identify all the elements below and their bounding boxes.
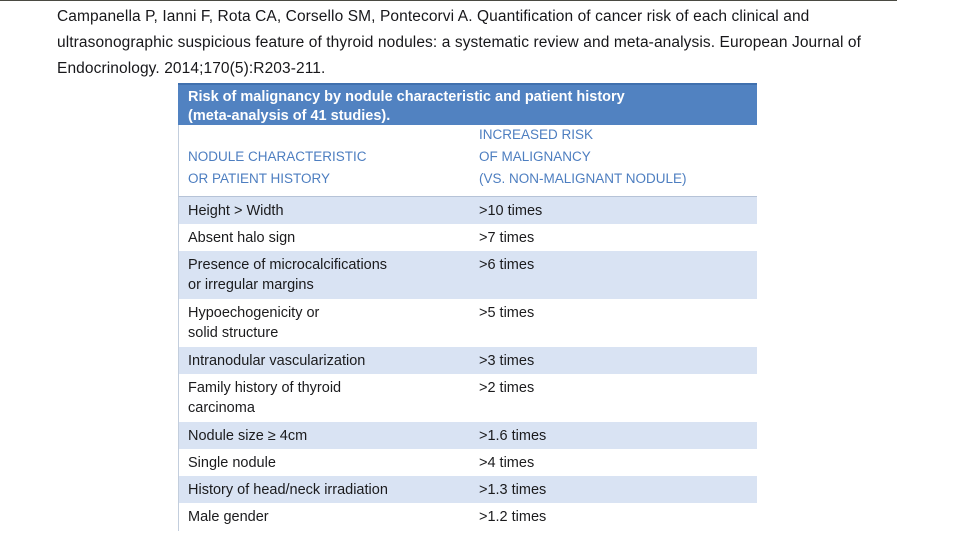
table-row: History of head/neck irradiation >1.3 ti… xyxy=(179,476,757,503)
risk-cell: >2 times xyxy=(479,380,535,396)
citation: Campanella P, Ianni F, Rota CA, Corsello… xyxy=(57,4,907,82)
risk-cell: >10 times xyxy=(479,203,543,219)
risk-cell: >4 times xyxy=(479,455,535,471)
column-header-characteristic: NODULE CHARACTERISTIC OR PATIENT HISTORY xyxy=(188,149,367,186)
risk-cell: >1.2 times xyxy=(479,509,547,525)
characteristic-cell: Absent halo sign xyxy=(188,230,296,246)
characteristic-cell: Height > Width xyxy=(188,203,284,219)
table-row: Single nodule >4 times xyxy=(179,449,757,476)
top-divider xyxy=(0,0,897,1)
risk-cell: >6 times xyxy=(479,257,535,273)
table-column-headers: NODULE CHARACTERISTIC OR PATIENT HISTORY… xyxy=(178,125,757,197)
risk-cell: >1.3 times xyxy=(479,482,547,498)
table-row: Male gender >1.2 times xyxy=(179,503,757,531)
risk-cell: >5 times xyxy=(479,305,535,321)
characteristic-cell: Hypoechogenicity or solid structure xyxy=(188,305,320,341)
table-row: Presence of microcalcifications or irreg… xyxy=(179,251,757,299)
characteristic-cell: Intranodular vascularization xyxy=(188,353,366,369)
citation-line-3: Endocrinology. 2014;170(5):R203-211. xyxy=(57,60,326,77)
table-row: Nodule size ≥ 4cm >1.6 times xyxy=(179,422,757,449)
table-row: Absent halo sign >7 times xyxy=(179,224,757,251)
characteristic-cell: Family history of thyroid carcinoma xyxy=(188,380,342,416)
risk-cell: >3 times xyxy=(479,353,535,369)
table-title: Risk of malignancy by nodule characteris… xyxy=(178,83,757,125)
characteristic-cell: Single nodule xyxy=(188,455,276,471)
table-body: Height > Width >10 times Absent halo sig… xyxy=(178,197,757,531)
risk-cell: >7 times xyxy=(479,230,535,246)
characteristic-cell: History of head/neck irradiation xyxy=(188,482,388,498)
table-row: Height > Width >10 times xyxy=(179,197,757,224)
citation-line-1: Campanella P, Ianni F, Rota CA, Corsello… xyxy=(57,8,810,25)
characteristic-cell: Male gender xyxy=(188,509,269,525)
column-header-increased-risk: INCREASED RISK OF MALIGNANCY (VS. NON-MA… xyxy=(479,127,687,186)
characteristic-cell: Nodule size ≥ 4cm xyxy=(188,428,308,444)
table-row: Intranodular vascularization >3 times xyxy=(179,347,757,374)
characteristic-cell: Presence of microcalcifications or irreg… xyxy=(188,257,388,293)
risk-of-malignancy-table: Risk of malignancy by nodule characteris… xyxy=(178,83,757,531)
table-row: Family history of thyroid carcinoma >2 t… xyxy=(179,374,757,422)
risk-cell: >1.6 times xyxy=(479,428,547,444)
citation-line-2: ultrasonographic suspicious feature of t… xyxy=(57,34,862,51)
table-row: Hypoechogenicity or solid structure >5 t… xyxy=(179,299,757,347)
